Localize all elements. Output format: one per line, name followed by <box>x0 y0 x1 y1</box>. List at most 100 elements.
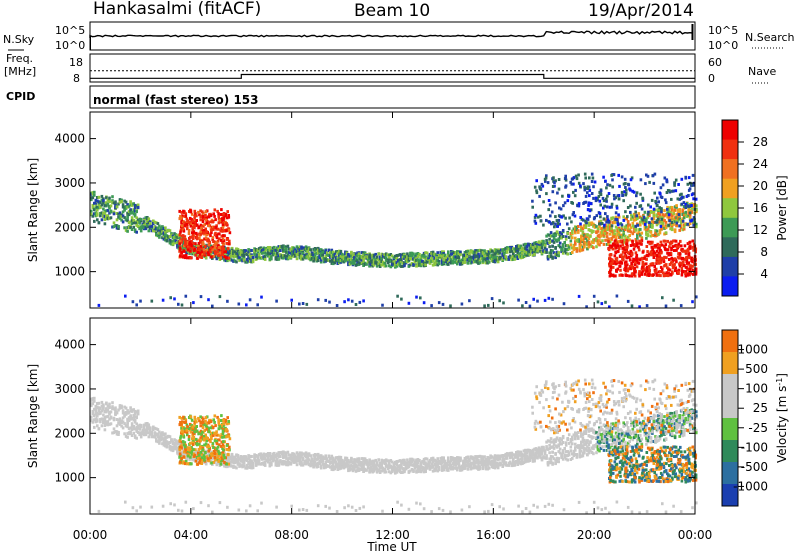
power-cell <box>182 249 185 253</box>
power-cell <box>478 261 482 265</box>
power-cell <box>674 269 677 273</box>
power-cell <box>498 249 501 253</box>
power-cell <box>96 199 99 203</box>
power-cell <box>611 229 615 233</box>
power-cell <box>150 224 154 228</box>
power-cell <box>569 239 573 243</box>
power-cell <box>268 255 272 259</box>
power-cell <box>667 215 671 219</box>
power-cell <box>584 176 587 180</box>
power-cell <box>490 297 494 301</box>
velocity-cell <box>209 450 213 454</box>
power-cell <box>545 248 548 252</box>
power-cell <box>109 204 113 208</box>
velocity-cell <box>185 457 188 461</box>
velocity-cell <box>118 422 122 426</box>
power-cell <box>413 260 417 264</box>
power-cell <box>203 223 206 226</box>
power-cell <box>202 231 206 235</box>
power-cell <box>560 236 563 240</box>
freq-label-line2: [MHz] <box>4 65 36 78</box>
power-cell <box>304 249 308 253</box>
power-cell <box>362 264 365 267</box>
velocity-cell <box>109 422 113 426</box>
power-cell <box>211 236 215 240</box>
nsky-line <box>89 30 693 38</box>
ytick-label: 4000 <box>54 132 85 146</box>
power-cell <box>596 198 599 202</box>
power-cell <box>316 248 320 252</box>
power-cell <box>198 236 201 240</box>
power-cell <box>199 240 202 244</box>
power-cell <box>657 251 661 255</box>
power-cell <box>180 250 183 254</box>
power-cell <box>490 256 494 260</box>
power-cell <box>94 211 98 215</box>
power-cell <box>640 207 644 211</box>
power-cell <box>380 260 383 264</box>
power-cell <box>216 250 219 254</box>
power-cell <box>631 239 634 243</box>
power-cell <box>129 203 132 207</box>
power-cell <box>428 252 432 256</box>
velocity-cell <box>118 417 122 421</box>
power-cell <box>254 257 258 261</box>
power-cell <box>505 248 509 252</box>
power-cell <box>564 174 567 178</box>
velocity-cell <box>245 459 249 462</box>
power-cell <box>662 260 666 264</box>
power-cell <box>626 239 629 243</box>
power-cell <box>626 235 630 239</box>
velocity-cell <box>123 405 126 409</box>
velocity-cell <box>139 423 143 427</box>
power-cell <box>445 262 448 266</box>
power-cell <box>645 304 649 308</box>
power-cell <box>516 255 520 259</box>
power-cell <box>199 251 202 255</box>
power-cell <box>112 225 116 229</box>
power-cell <box>192 242 195 246</box>
power-cell <box>641 261 645 264</box>
power-cell <box>217 243 220 247</box>
power-cell <box>678 255 681 259</box>
power-cell <box>235 260 238 264</box>
power-cell <box>675 216 678 220</box>
colorbar-swatch <box>722 217 738 238</box>
power-cell <box>609 265 613 269</box>
power-cell <box>235 251 238 255</box>
power-cell <box>569 180 572 184</box>
power-cell <box>397 262 400 266</box>
power-cell <box>675 221 679 225</box>
power-cell <box>442 250 445 254</box>
power-cell <box>601 230 604 233</box>
power-cell <box>592 185 595 189</box>
power-cell <box>596 242 600 246</box>
power-cell <box>626 226 630 230</box>
power-cell <box>628 274 631 278</box>
power-cell <box>666 239 670 243</box>
velocity-cell <box>144 433 148 437</box>
power-cell <box>625 217 628 221</box>
velocity-cell <box>102 417 105 421</box>
power-cell <box>357 262 361 266</box>
power-cell <box>587 201 591 205</box>
power-cell <box>218 246 221 249</box>
power-cell <box>294 253 297 257</box>
power-cell <box>524 245 527 249</box>
power-cell <box>200 226 203 230</box>
power-cell <box>599 227 603 231</box>
velocity-cell <box>173 441 176 445</box>
nsearch-tick-top: 10^5 <box>708 24 738 37</box>
power-cell <box>225 216 229 220</box>
power-cell <box>625 242 629 246</box>
power-cell <box>612 194 616 197</box>
power-cell <box>660 217 663 221</box>
power-cell <box>626 224 630 228</box>
power-cell <box>182 240 185 244</box>
power-cell <box>543 177 547 181</box>
power-cell <box>620 190 624 194</box>
power-cell <box>199 230 202 234</box>
velocity-cell <box>144 422 148 426</box>
power-cell <box>685 260 688 263</box>
